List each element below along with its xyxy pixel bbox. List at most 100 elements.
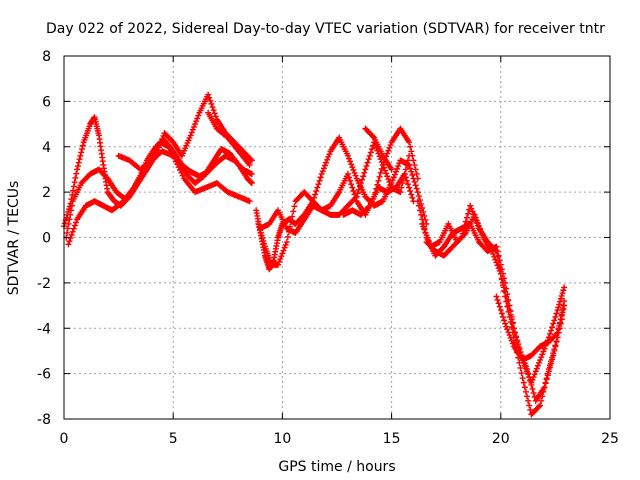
data-point <box>159 135 166 142</box>
data-point <box>317 174 324 181</box>
data-point <box>463 214 470 221</box>
data-point <box>406 152 413 159</box>
data-point <box>67 235 74 242</box>
data-point <box>557 295 564 302</box>
data-point <box>468 205 475 212</box>
data-point <box>520 379 527 386</box>
data-point <box>508 337 515 344</box>
data-point <box>385 176 392 183</box>
data-point <box>472 216 479 223</box>
data-point <box>353 193 360 200</box>
data-point <box>560 287 567 294</box>
data-point <box>362 166 369 173</box>
data-point <box>408 168 415 175</box>
data-point <box>494 253 501 260</box>
data-point <box>517 364 524 371</box>
data-point <box>344 170 351 177</box>
data-point <box>471 214 478 221</box>
data-point <box>211 110 218 117</box>
data-point <box>387 142 394 149</box>
data-point <box>459 230 466 237</box>
data-point <box>422 229 429 236</box>
data-point <box>530 389 537 396</box>
data-point <box>536 403 543 410</box>
data-point <box>386 144 393 151</box>
data-point <box>549 354 556 361</box>
x-tick-label: 5 <box>169 431 178 447</box>
axis-ticks: 0 5 10 15 20 25 -8 -6 -4 -2 0 2 4 6 8 <box>37 49 619 447</box>
data-point <box>504 326 511 333</box>
data-point <box>527 406 534 413</box>
data-point <box>65 241 72 248</box>
data-point <box>458 234 465 241</box>
data-point <box>350 167 357 174</box>
data-point <box>460 226 467 233</box>
data-point <box>380 164 387 171</box>
data-point <box>532 368 539 375</box>
data-point <box>354 190 361 197</box>
data-point <box>539 393 546 400</box>
series-track-6 <box>253 134 430 273</box>
y-tick-label: -6 <box>37 367 51 383</box>
data-point <box>473 219 480 226</box>
data-point <box>557 319 564 326</box>
data-point <box>346 155 353 162</box>
data-point <box>397 189 404 196</box>
data-point <box>71 222 78 229</box>
data-point <box>541 384 548 391</box>
data-point <box>377 169 384 176</box>
data-point <box>505 302 512 309</box>
data-point <box>67 211 74 218</box>
data-point <box>314 184 321 191</box>
data-point <box>156 144 163 151</box>
data-point <box>187 132 194 139</box>
data-point <box>376 173 383 180</box>
data-point <box>550 350 557 357</box>
data-point <box>506 313 513 320</box>
data-point <box>498 276 505 283</box>
data-point <box>205 91 212 98</box>
series-track-14 <box>493 293 568 364</box>
data-point <box>531 371 538 378</box>
data-point <box>420 223 427 230</box>
data-point <box>189 126 196 133</box>
data-point <box>544 370 551 377</box>
data-point <box>209 104 216 111</box>
data-point <box>347 158 354 165</box>
data-point <box>555 304 562 311</box>
data-point <box>74 163 81 170</box>
data-point <box>391 171 398 178</box>
data-point <box>413 170 420 177</box>
series-track-12 <box>419 211 565 404</box>
data-point <box>348 161 355 168</box>
data-point <box>462 218 469 225</box>
data-point <box>497 270 504 277</box>
x-tick-label: 25 <box>601 431 619 447</box>
data-point <box>319 168 326 175</box>
data-point <box>503 323 510 330</box>
data-point <box>374 181 381 188</box>
data-point <box>495 300 502 307</box>
data-point <box>497 307 504 314</box>
x-tick-label: 0 <box>60 431 69 447</box>
data-point <box>260 237 267 244</box>
data-point <box>289 213 296 220</box>
data-point <box>403 161 410 168</box>
data-point <box>561 302 568 309</box>
data-point <box>525 370 532 377</box>
data-point <box>550 320 557 327</box>
data-point <box>424 235 431 242</box>
data-point <box>288 218 295 225</box>
data-point <box>248 157 255 164</box>
series-track-3 <box>65 91 255 248</box>
data-point <box>210 107 217 114</box>
data-point <box>315 181 322 188</box>
data-point <box>246 161 253 168</box>
data-point <box>507 334 514 341</box>
data-point <box>355 186 362 193</box>
data-point <box>499 313 506 320</box>
data-point <box>384 150 391 157</box>
data-point <box>324 156 331 163</box>
data-point <box>521 384 528 391</box>
